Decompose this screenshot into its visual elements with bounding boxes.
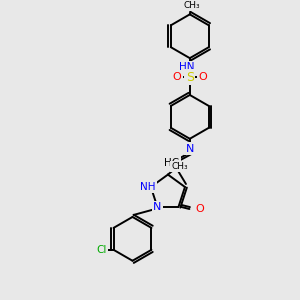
Text: O: O xyxy=(195,204,204,214)
Text: HN: HN xyxy=(179,62,195,72)
Text: O: O xyxy=(172,72,181,82)
Text: HC: HC xyxy=(164,158,179,168)
Text: NH: NH xyxy=(140,182,156,192)
Text: CH₃: CH₃ xyxy=(172,162,188,171)
Text: Cl: Cl xyxy=(96,245,107,255)
Text: CH₃: CH₃ xyxy=(184,1,200,10)
Text: N: N xyxy=(153,202,162,212)
Text: N: N xyxy=(186,144,194,154)
Text: O: O xyxy=(198,72,207,82)
Text: S: S xyxy=(186,70,194,84)
